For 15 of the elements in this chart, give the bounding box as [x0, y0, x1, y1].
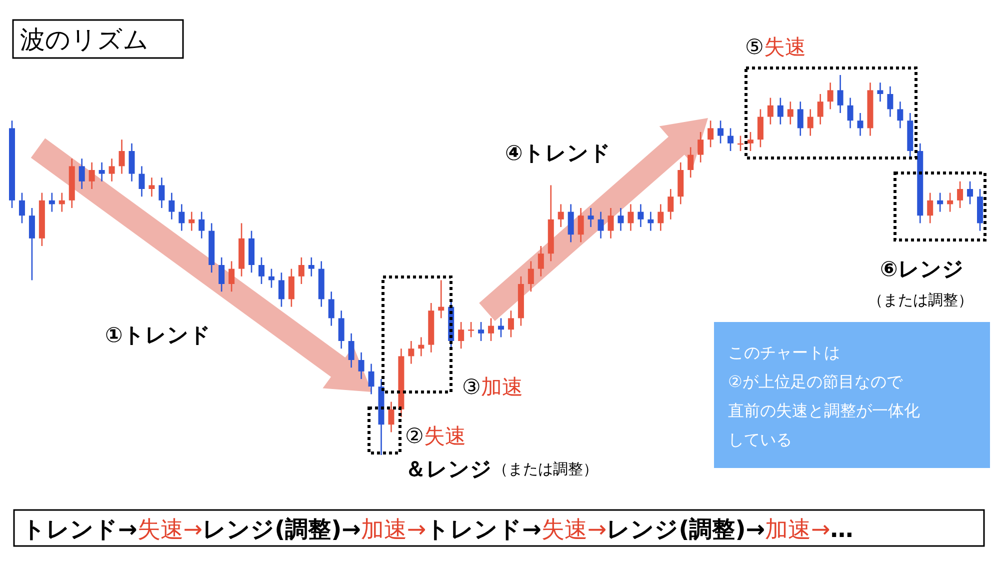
annotation: ①トレンド [105, 323, 211, 347]
text: トレンド→失速→レンジ(調整)→加速→トレンド→失速→レンジ(調整)→加速→… [22, 517, 854, 543]
annotation: （または調整） [868, 291, 973, 309]
annotation: このチャートは [728, 343, 840, 362]
chart-title: 波のリズム [20, 25, 149, 54]
annotation: ④トレンド [505, 141, 611, 165]
annotation: ⑥レンジ [880, 257, 964, 281]
annotation: ③加速 [462, 375, 523, 399]
annotation: 直前の失速と調整が一体化 [728, 401, 920, 420]
text: （または調整） [493, 460, 598, 478]
text: ＆レンジ [405, 457, 492, 481]
annotation: ②が上位足の節目なので [728, 372, 904, 391]
text: ⑤失速 [745, 35, 806, 59]
annotation: している [728, 430, 792, 449]
annotation: ②失速 [405, 424, 466, 448]
